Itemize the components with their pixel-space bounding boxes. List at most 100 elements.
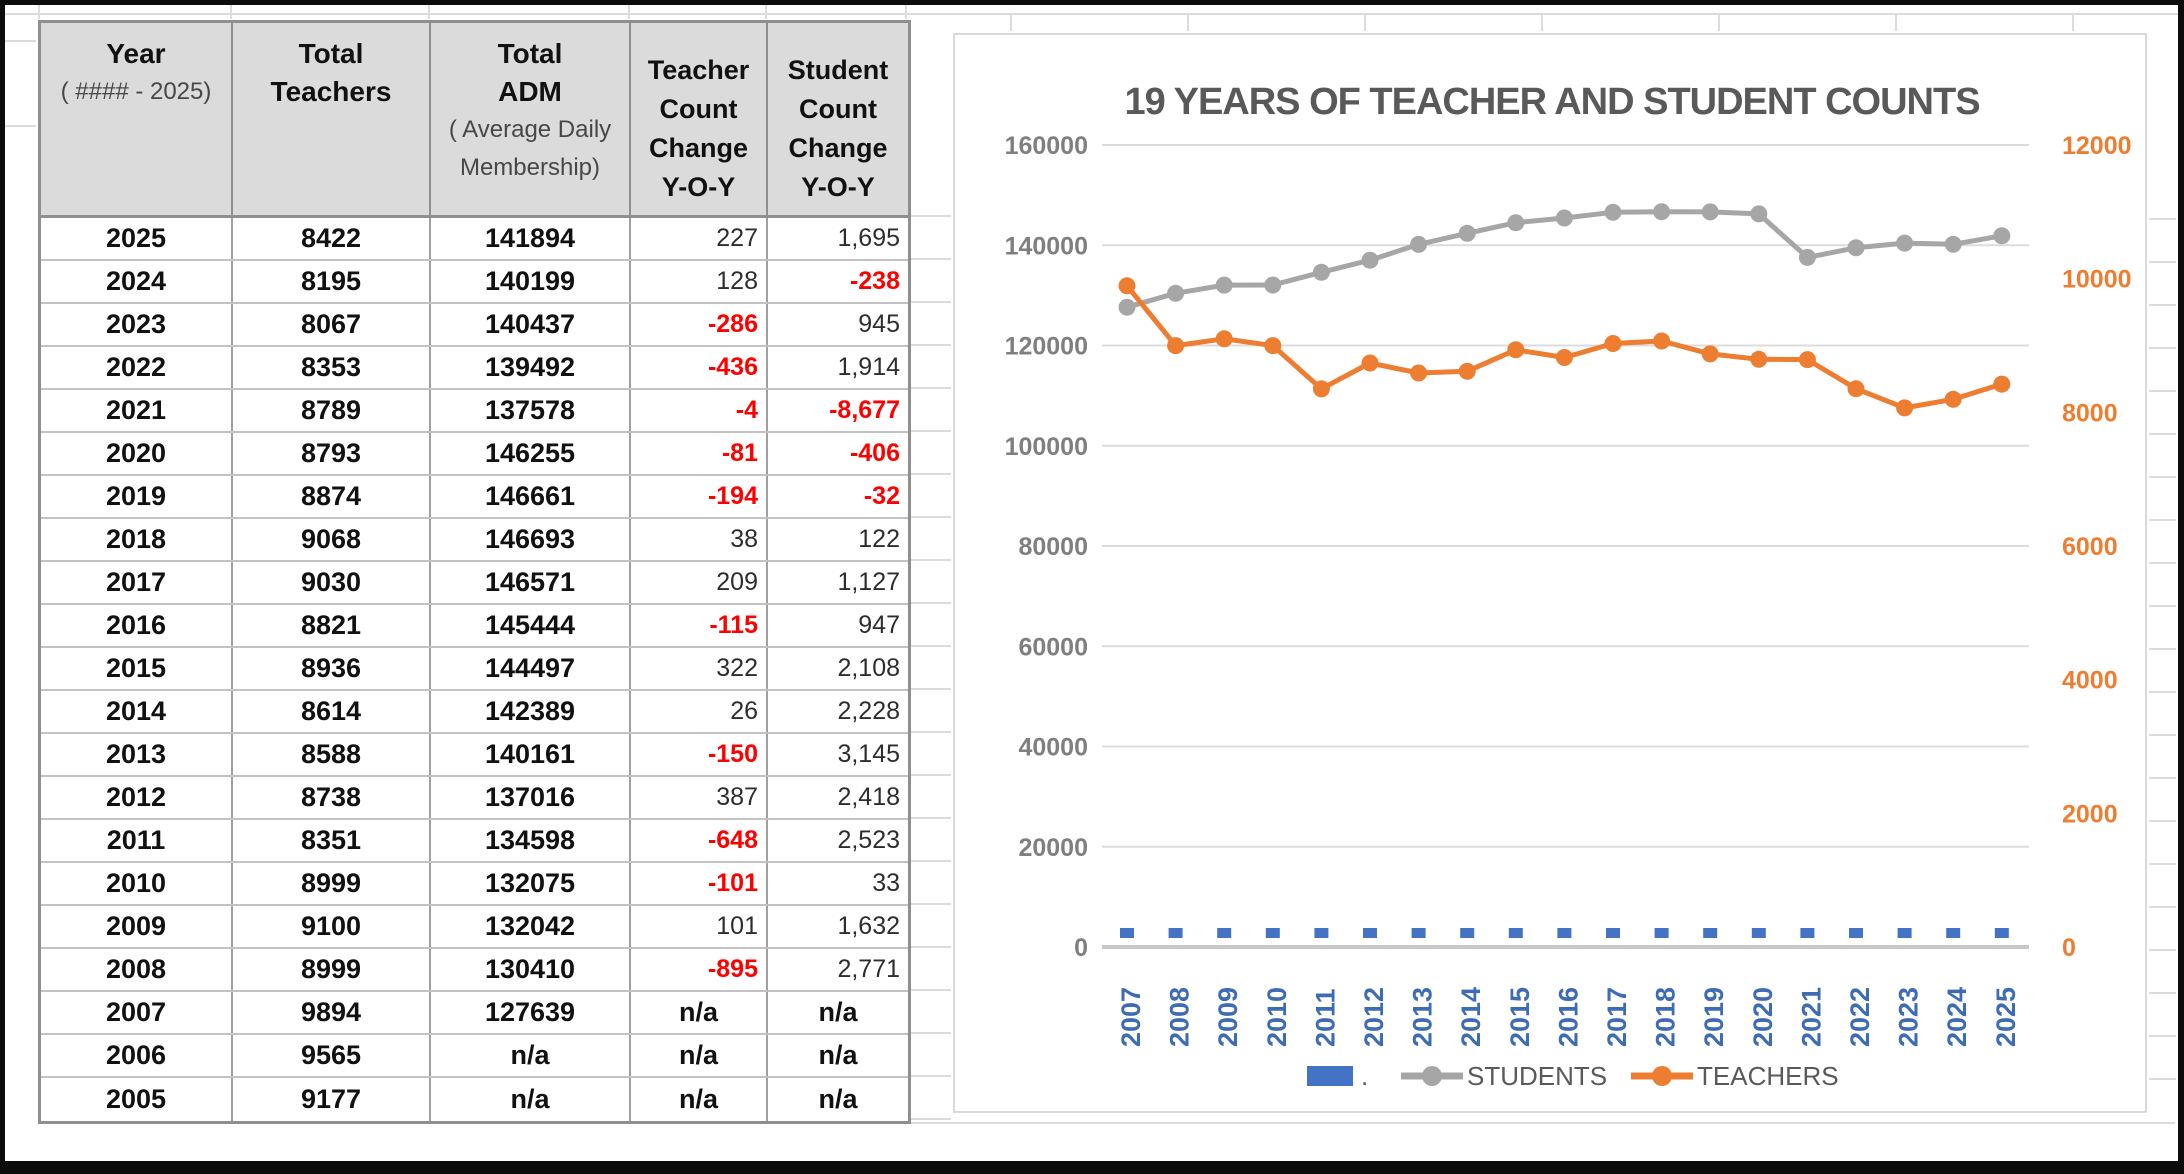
- cell-student-change[interactable]: 1,632: [837, 912, 900, 940]
- cell-total-adm[interactable]: 137016: [431, 777, 631, 818]
- cell-student-change[interactable]: 2,108: [837, 654, 900, 682]
- header-cell-2[interactable]: Total ADM ( Average Daily Membership): [431, 23, 631, 215]
- cell-total-adm[interactable]: n/a: [431, 1035, 631, 1076]
- cell-total-adm[interactable]: 141894: [431, 218, 631, 259]
- cell-student-change[interactable]: 3,145: [837, 740, 900, 768]
- cell-year[interactable]: 2014: [41, 691, 233, 732]
- cell-total-adm[interactable]: 142389: [431, 691, 631, 732]
- cell-total-adm[interactable]: 137578: [431, 390, 631, 431]
- cell-total-adm[interactable]: 134598: [431, 820, 631, 861]
- cell-year[interactable]: 2016: [41, 605, 233, 646]
- cell-year[interactable]: 2013: [41, 734, 233, 775]
- cell-year[interactable]: 2025: [41, 218, 233, 259]
- cell-teacher-change[interactable]: -286: [631, 304, 768, 345]
- cell-teacher-change[interactable]: n/a: [631, 1078, 768, 1121]
- cell-teacher-change[interactable]: -895: [631, 949, 768, 990]
- cell-total-teachers[interactable]: 8821: [233, 605, 431, 646]
- header-cell-3[interactable]: Teacher Count Change Y-O-Y: [631, 23, 768, 215]
- cell-student-change[interactable]: n/a: [818, 1040, 858, 1070]
- cell-student-change[interactable]: -32: [863, 482, 900, 510]
- cell-year[interactable]: 2018: [41, 519, 233, 560]
- cell-student-change[interactable]: 1,127: [837, 568, 900, 596]
- cell-year[interactable]: 2011: [41, 820, 233, 861]
- cell-teacher-change[interactable]: -194: [631, 476, 768, 517]
- cell-teacher-change[interactable]: -115: [631, 605, 768, 646]
- cell-student-change[interactable]: 2,228: [837, 697, 900, 725]
- cell-student-change[interactable]: 2,771: [837, 955, 900, 983]
- cell-total-teachers[interactable]: 8874: [233, 476, 431, 517]
- cell-total-adm[interactable]: 145444: [431, 605, 631, 646]
- cell-total-teachers[interactable]: 8353: [233, 347, 431, 388]
- cell-total-teachers[interactable]: 8588: [233, 734, 431, 775]
- cell-total-teachers[interactable]: 9177: [233, 1078, 431, 1121]
- cell-total-adm[interactable]: 140437: [431, 304, 631, 345]
- cell-total-adm[interactable]: 140199: [431, 261, 631, 302]
- cell-student-change[interactable]: 33: [872, 869, 900, 897]
- cell-teacher-change[interactable]: -648: [631, 820, 768, 861]
- cell-total-adm[interactable]: 127639: [431, 992, 631, 1033]
- cell-year[interactable]: 2015: [41, 648, 233, 689]
- cell-year[interactable]: 2010: [41, 863, 233, 904]
- chart-object[interactable]: 19 YEARS OF TEACHER AND STUDENT COUNTS 1…: [953, 33, 2147, 1113]
- cell-teacher-change[interactable]: -150: [631, 734, 768, 775]
- cell-student-change[interactable]: 2,523: [837, 826, 900, 854]
- cell-year[interactable]: 2024: [41, 261, 233, 302]
- cell-total-teachers[interactable]: 9030: [233, 562, 431, 603]
- cell-teacher-change[interactable]: -4: [631, 390, 768, 431]
- cell-student-change[interactable]: n/a: [818, 1084, 858, 1114]
- cell-student-change[interactable]: 2,418: [837, 783, 900, 811]
- header-cell-1[interactable]: Total Teachers: [233, 23, 431, 215]
- cell-total-teachers[interactable]: 8067: [233, 304, 431, 345]
- cell-teacher-change[interactable]: 387: [631, 777, 768, 818]
- cell-total-teachers[interactable]: 8789: [233, 390, 431, 431]
- cell-total-adm[interactable]: 146571: [431, 562, 631, 603]
- cell-year[interactable]: 2017: [41, 562, 233, 603]
- cell-total-teachers[interactable]: 8738: [233, 777, 431, 818]
- cell-year[interactable]: 2008: [41, 949, 233, 990]
- cell-year[interactable]: 2021: [41, 390, 233, 431]
- cell-total-teachers[interactable]: 8614: [233, 691, 431, 732]
- cell-teacher-change[interactable]: 101: [631, 906, 768, 947]
- cell-year[interactable]: 2019: [41, 476, 233, 517]
- cell-total-adm[interactable]: 144497: [431, 648, 631, 689]
- cell-total-teachers[interactable]: 9100: [233, 906, 431, 947]
- cell-year[interactable]: 2005: [41, 1078, 233, 1121]
- cell-teacher-change[interactable]: -436: [631, 347, 768, 388]
- cell-teacher-change[interactable]: 209: [631, 562, 768, 603]
- header-cell-4[interactable]: Student Count Change Y-O-Y: [768, 23, 908, 215]
- cell-year[interactable]: 2023: [41, 304, 233, 345]
- cell-student-change[interactable]: 122: [858, 525, 900, 553]
- cell-total-adm[interactable]: 132075: [431, 863, 631, 904]
- cell-teacher-change[interactable]: 227: [631, 218, 768, 259]
- cell-student-change[interactable]: n/a: [818, 997, 858, 1027]
- cell-student-change[interactable]: -8,677: [829, 396, 900, 424]
- cell-total-teachers[interactable]: 8793: [233, 433, 431, 474]
- cell-total-adm[interactable]: n/a: [431, 1078, 631, 1121]
- cell-total-teachers[interactable]: 9068: [233, 519, 431, 560]
- cell-teacher-change[interactable]: 38: [631, 519, 768, 560]
- cell-total-adm[interactable]: 132042: [431, 906, 631, 947]
- cell-student-change[interactable]: 947: [858, 611, 900, 639]
- cell-teacher-change[interactable]: n/a: [631, 1035, 768, 1076]
- cell-teacher-change[interactable]: 128: [631, 261, 768, 302]
- cell-student-change[interactable]: 945: [858, 310, 900, 338]
- cell-teacher-change[interactable]: -81: [631, 433, 768, 474]
- cell-student-change[interactable]: 1,695: [837, 224, 900, 252]
- cell-teacher-change[interactable]: -101: [631, 863, 768, 904]
- cell-year[interactable]: 2007: [41, 992, 233, 1033]
- cell-total-adm[interactable]: 146661: [431, 476, 631, 517]
- cell-total-teachers[interactable]: 8351: [233, 820, 431, 861]
- cell-student-change[interactable]: -406: [849, 439, 900, 467]
- cell-total-teachers[interactable]: 8999: [233, 949, 431, 990]
- cell-year[interactable]: 2022: [41, 347, 233, 388]
- cell-teacher-change[interactable]: 26: [631, 691, 768, 732]
- cell-total-adm[interactable]: 146693: [431, 519, 631, 560]
- cell-teacher-change[interactable]: n/a: [631, 992, 768, 1033]
- cell-total-adm[interactable]: 146255: [431, 433, 631, 474]
- cell-total-adm[interactable]: 140161: [431, 734, 631, 775]
- cell-year[interactable]: 2009: [41, 906, 233, 947]
- cell-student-change[interactable]: 1,914: [837, 353, 900, 381]
- cell-total-adm[interactable]: 130410: [431, 949, 631, 990]
- cell-total-teachers[interactable]: 8422: [233, 218, 431, 259]
- cell-student-change[interactable]: -238: [849, 267, 900, 295]
